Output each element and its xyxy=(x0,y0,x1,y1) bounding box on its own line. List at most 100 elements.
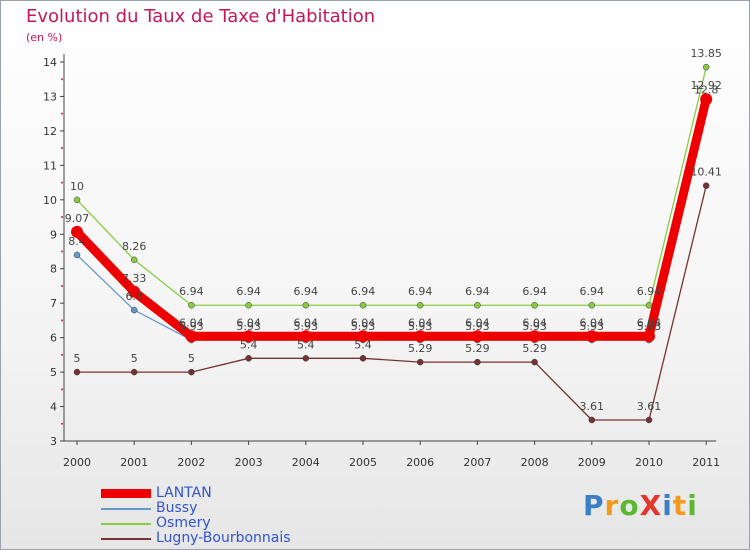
x-tick-label: 2009 xyxy=(578,456,606,469)
data-label-lugny-bourbonnais: 10.41 xyxy=(690,166,722,179)
data-label-lugny-bourbonnais: 5 xyxy=(131,352,138,365)
logo-letter: o xyxy=(619,489,640,522)
series-line-bussy xyxy=(76,102,707,341)
point-lugny-bourbonnais xyxy=(130,368,138,376)
point-lantan xyxy=(700,93,713,106)
data-label-lugny-bourbonnais: 5.29 xyxy=(465,342,490,355)
data-label-lantan: 7.33 xyxy=(122,272,147,285)
data-label-lugny-bourbonnais: 5.29 xyxy=(408,342,433,355)
point-osmery xyxy=(302,301,310,309)
data-label-bussy: 5.93 xyxy=(408,320,433,333)
point-lantan xyxy=(357,330,369,343)
point-osmery xyxy=(188,301,195,309)
y-minor-tick xyxy=(61,78,63,81)
point-lugny-bourbonnais xyxy=(588,416,596,424)
y-tick-label: 7 xyxy=(50,297,57,310)
y-tick-label: 6 xyxy=(50,332,57,345)
point-lugny-bourbonnais xyxy=(531,358,538,366)
x-tick-label: 2008 xyxy=(521,456,549,469)
point-lugny-bourbonnais xyxy=(245,355,252,362)
data-label-lugny-bourbonnais: 5.4 xyxy=(297,338,315,351)
point-lantan xyxy=(128,285,141,298)
y-minor-tick xyxy=(61,284,63,287)
point-lugny-bourbonnais xyxy=(474,358,481,366)
data-label-lugny-bourbonnais: 5.4 xyxy=(240,338,258,351)
x-tick-label: 2000 xyxy=(63,456,91,469)
y-minor-tick xyxy=(61,112,63,115)
y-minor-tick xyxy=(61,147,63,150)
point-lantan xyxy=(414,330,427,343)
logo-letter: r xyxy=(604,489,620,522)
point-osmery xyxy=(359,301,367,309)
point-osmery xyxy=(416,301,424,309)
logo-letter: P xyxy=(583,489,605,522)
point-lantan xyxy=(71,225,83,238)
data-label-osmery: 10 xyxy=(70,180,84,193)
legend-label-bussy: Bussy xyxy=(156,500,198,516)
point-lantan xyxy=(528,330,541,343)
data-label-osmery: 8.26 xyxy=(122,240,147,253)
y-tick-label: 10 xyxy=(43,194,57,207)
point-osmery xyxy=(245,301,252,309)
point-bussy xyxy=(73,251,81,259)
point-lugny-bourbonnais xyxy=(73,368,81,376)
y-minor-tick xyxy=(61,422,63,425)
point-lantan xyxy=(185,330,198,343)
data-label-bussy: 5.93 xyxy=(294,320,319,333)
data-label-lugny-bourbonnais: 5 xyxy=(74,352,81,365)
data-label-osmery: 6.94 xyxy=(580,285,605,298)
point-lugny-bourbonnais xyxy=(645,416,653,424)
data-label-lugny-bourbonnais: 5 xyxy=(188,352,195,365)
x-tick-label: 2003 xyxy=(235,456,263,469)
x-tick-label: 2010 xyxy=(635,456,663,469)
data-label-lantan: 6.04 xyxy=(637,316,662,329)
point-lugny-bourbonnais xyxy=(359,355,367,362)
series-line-osmery xyxy=(76,66,707,306)
data-label-lantan: 9.07 xyxy=(65,212,90,225)
data-label-bussy: 5.93 xyxy=(236,320,261,333)
point-osmery xyxy=(73,196,81,204)
y-minor-tick xyxy=(61,250,63,253)
y-tick-label: 13 xyxy=(43,90,57,103)
y-tick-label: 8 xyxy=(50,263,57,276)
point-osmery xyxy=(645,301,653,309)
point-lantan xyxy=(643,330,655,343)
point-lantan xyxy=(242,330,255,343)
data-label-osmery: 6.94 xyxy=(465,285,490,298)
y-tick-label: 9 xyxy=(50,228,57,241)
y-tick-label: 5 xyxy=(50,366,57,379)
point-osmery xyxy=(130,256,138,264)
data-label-bussy: 12.8 xyxy=(694,83,719,96)
legend-label-lantan: LANTAN xyxy=(156,485,212,501)
point-osmery xyxy=(531,301,538,309)
x-tick-label: 2004 xyxy=(292,456,320,469)
data-label-osmery: 6.94 xyxy=(408,285,433,298)
data-label-osmery: 6.94 xyxy=(236,285,261,298)
data-label-osmery: 6.94 xyxy=(637,285,662,298)
data-label-lugny-bourbonnais: 5.29 xyxy=(522,342,547,355)
data-label-osmery: 6.94 xyxy=(351,285,376,298)
point-lugny-bourbonnais xyxy=(702,182,710,189)
point-lantan xyxy=(585,330,598,343)
y-minor-tick xyxy=(61,181,63,184)
legend-label-lugny-bourbonnais: Lugny-Bourbonnais xyxy=(156,530,291,546)
y-minor-tick xyxy=(61,388,63,391)
logo-letter: i xyxy=(662,489,673,522)
data-label-osmery: 6.94 xyxy=(294,285,319,298)
x-tick-label: 2001 xyxy=(120,456,148,469)
y-tick-label: 11 xyxy=(43,159,57,172)
x-tick-label: 2011 xyxy=(692,456,720,469)
point-bussy xyxy=(130,306,138,314)
proxiti-logo: ProXiti xyxy=(583,489,698,522)
data-label-lantan: 6.04 xyxy=(522,316,547,329)
legend-swatch-osmery xyxy=(101,523,151,525)
point-lugny-bourbonnais xyxy=(188,368,195,376)
series-line-lantan xyxy=(72,94,711,341)
data-label-osmery: 6.94 xyxy=(179,285,204,298)
data-label-lantan: 6.04 xyxy=(580,316,605,329)
data-label-bussy: 8.4 xyxy=(68,235,86,248)
y-tick-label: 3 xyxy=(50,435,57,448)
point-osmery xyxy=(702,63,710,71)
data-label-bussy: 5.93 xyxy=(580,320,605,333)
